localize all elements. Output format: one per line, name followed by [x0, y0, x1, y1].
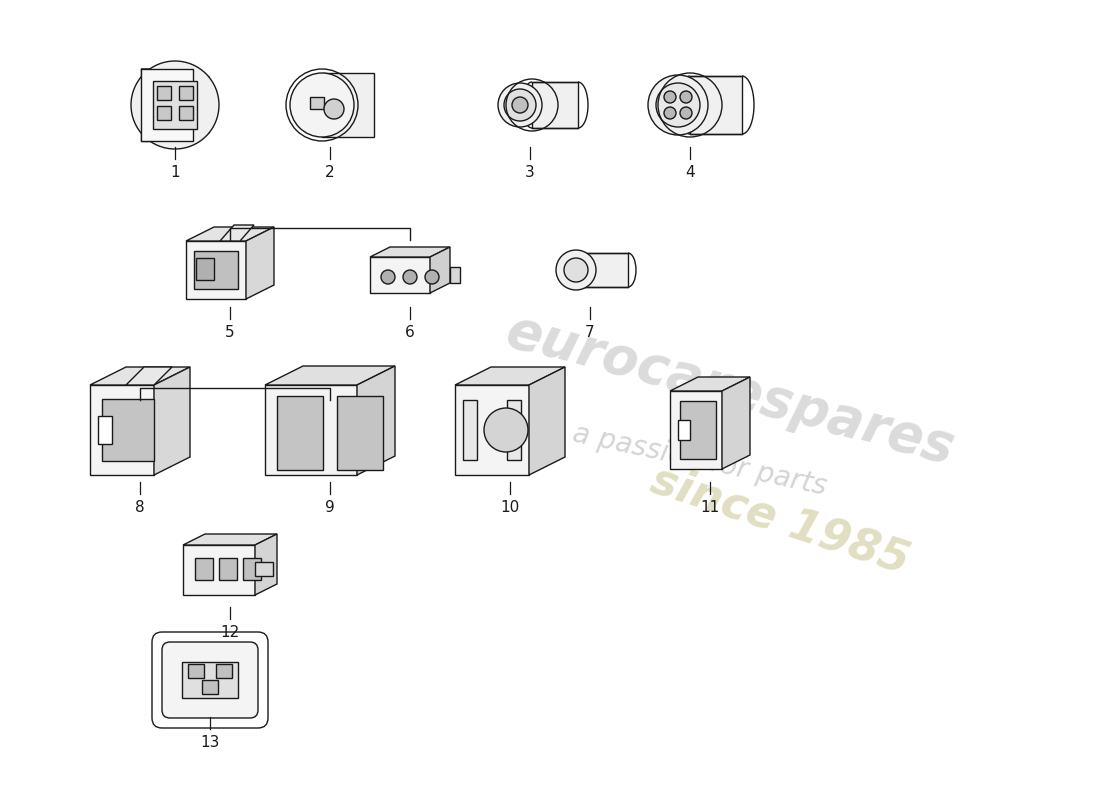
- Bar: [690, 76, 743, 134]
- Polygon shape: [183, 534, 277, 545]
- Polygon shape: [358, 366, 395, 475]
- Circle shape: [656, 83, 700, 127]
- Bar: [195, 558, 213, 580]
- Text: since 1985: since 1985: [646, 458, 915, 582]
- Polygon shape: [722, 377, 750, 469]
- Polygon shape: [255, 534, 277, 595]
- Polygon shape: [370, 247, 450, 257]
- Polygon shape: [90, 385, 154, 475]
- Circle shape: [425, 270, 439, 284]
- Polygon shape: [141, 69, 192, 141]
- Text: 7: 7: [585, 325, 595, 340]
- Text: 4: 4: [685, 165, 695, 180]
- Polygon shape: [102, 399, 154, 461]
- Polygon shape: [186, 227, 274, 241]
- Polygon shape: [265, 366, 395, 385]
- Circle shape: [484, 408, 528, 452]
- Polygon shape: [186, 241, 246, 299]
- Bar: [322, 73, 374, 137]
- Polygon shape: [430, 247, 450, 293]
- Text: 12: 12: [220, 625, 240, 640]
- Polygon shape: [220, 225, 254, 241]
- Circle shape: [290, 73, 354, 137]
- Bar: [463, 400, 477, 460]
- Circle shape: [664, 91, 676, 103]
- Bar: [243, 558, 261, 580]
- Bar: [179, 86, 192, 100]
- Bar: [507, 400, 521, 460]
- Circle shape: [504, 89, 536, 121]
- Bar: [157, 106, 170, 120]
- Text: 11: 11: [701, 500, 719, 515]
- Bar: [216, 664, 232, 678]
- Circle shape: [324, 99, 344, 119]
- Bar: [98, 416, 112, 444]
- Polygon shape: [182, 662, 238, 698]
- Bar: [532, 82, 578, 128]
- Polygon shape: [265, 385, 358, 475]
- Circle shape: [664, 107, 676, 119]
- Polygon shape: [455, 367, 565, 385]
- Text: 13: 13: [200, 735, 220, 750]
- Bar: [179, 86, 192, 100]
- Circle shape: [381, 270, 395, 284]
- Bar: [157, 86, 170, 100]
- Polygon shape: [680, 401, 716, 459]
- Bar: [202, 680, 218, 694]
- Polygon shape: [141, 69, 192, 141]
- Text: 2: 2: [326, 165, 334, 180]
- Circle shape: [648, 75, 708, 135]
- Bar: [179, 106, 192, 120]
- Polygon shape: [183, 545, 255, 595]
- Bar: [179, 106, 192, 120]
- Text: a passion for parts: a passion for parts: [571, 419, 829, 501]
- Bar: [219, 558, 236, 580]
- Text: 8: 8: [135, 500, 145, 515]
- Bar: [450, 267, 460, 283]
- FancyBboxPatch shape: [162, 642, 258, 718]
- Circle shape: [403, 270, 417, 284]
- Polygon shape: [529, 367, 565, 475]
- Polygon shape: [455, 385, 529, 475]
- Polygon shape: [670, 391, 722, 469]
- Bar: [153, 81, 197, 129]
- Polygon shape: [141, 69, 209, 77]
- Polygon shape: [126, 367, 172, 385]
- Polygon shape: [277, 396, 323, 470]
- Circle shape: [680, 107, 692, 119]
- Text: eurocarespares: eurocarespares: [500, 305, 960, 475]
- Circle shape: [131, 61, 219, 149]
- Text: 9: 9: [326, 500, 334, 515]
- Bar: [188, 664, 204, 678]
- Bar: [157, 86, 170, 100]
- Circle shape: [498, 83, 542, 127]
- Text: 5: 5: [226, 325, 234, 340]
- Bar: [157, 106, 170, 120]
- Bar: [678, 420, 690, 440]
- Bar: [153, 81, 197, 129]
- Bar: [196, 258, 214, 280]
- Polygon shape: [337, 396, 383, 470]
- Circle shape: [564, 258, 589, 282]
- Text: 3: 3: [525, 165, 535, 180]
- Polygon shape: [192, 69, 209, 141]
- Polygon shape: [370, 257, 430, 293]
- Circle shape: [680, 91, 692, 103]
- Bar: [255, 562, 273, 576]
- Polygon shape: [154, 367, 190, 475]
- Circle shape: [556, 250, 596, 290]
- Polygon shape: [246, 227, 274, 299]
- Polygon shape: [194, 251, 238, 289]
- Bar: [580, 253, 628, 287]
- Text: 1: 1: [170, 165, 179, 180]
- Circle shape: [512, 97, 528, 113]
- Polygon shape: [310, 97, 324, 109]
- Text: 6: 6: [405, 325, 415, 340]
- Polygon shape: [90, 367, 190, 385]
- Text: 10: 10: [500, 500, 519, 515]
- Polygon shape: [670, 377, 750, 391]
